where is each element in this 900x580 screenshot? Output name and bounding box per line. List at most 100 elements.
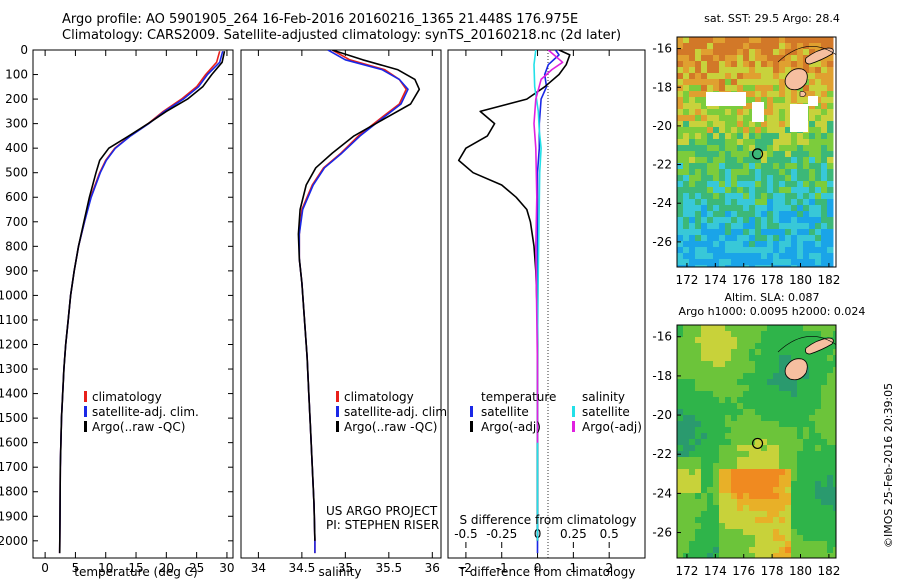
heatmap-cell [815,97,822,104]
heatmap-cell [677,115,684,122]
heatmap-cell [821,115,828,122]
heatmap-cell [809,199,816,206]
heatmap-cell [749,37,756,44]
heatmap-cell [815,469,822,476]
heatmap-cell [731,229,738,236]
heatmap-cell [767,49,774,56]
heatmap-cell [749,187,756,194]
heatmap-cell [821,229,828,236]
heatmap-cell [773,115,780,122]
heatmap-cell [803,97,810,104]
heatmap-cell [833,361,836,368]
heatmap-cell [713,247,720,254]
heatmap-cell [725,133,732,140]
figure-title-line1: Argo profile: AO 5901905_264 16-Feb-2016… [62,12,579,27]
y-tick-label: 1100 [0,313,28,327]
heatmap-cell [815,487,822,494]
heatmap-cell [815,121,822,128]
heatmap-cell [713,415,720,422]
heatmap-cell [725,157,732,164]
heatmap-cell [725,343,732,350]
heatmap-cell [779,235,786,242]
heatmap-cell [755,391,762,398]
heatmap-cell [827,205,834,212]
heatmap-cell [743,409,750,416]
heatmap-cell [815,439,822,446]
heatmap-cell [827,457,834,464]
heatmap-cell [743,325,750,332]
heatmap-cell [779,427,786,434]
heatmap-cell [731,499,738,506]
heatmap-cell [761,229,768,236]
heatmap-cell [713,463,720,470]
heatmap-cell [695,361,702,368]
heatmap-cell [749,181,756,188]
heatmap-cell [779,169,786,176]
heatmap-cell [785,511,792,518]
heatmap-cell [761,85,768,92]
heatmap-cell [731,511,738,518]
heatmap-cell [737,85,744,92]
heatmap-cell [779,469,786,476]
heatmap-cell [785,193,792,200]
heatmap-cell [737,325,744,332]
heatmap-cell [821,151,828,158]
heatmap-cell [719,349,726,356]
heatmap-cell [725,163,732,170]
heatmap-cell [719,37,726,44]
heatmap-cell [731,247,738,254]
heatmap-cell [815,475,822,482]
heatmap-cell [695,205,702,212]
heatmap-cell [713,379,720,386]
heatmap-cell [767,385,774,392]
heatmap-cell [683,37,690,44]
salinity-xlabel: salinity [318,565,361,579]
heatmap-cell [743,457,750,464]
heatmap-cell [821,61,828,68]
heatmap-cell [815,175,822,182]
heatmap-cell [815,331,822,338]
heatmap-cell [809,409,816,416]
heatmap-cell [773,121,780,128]
heatmap-cell [833,511,836,518]
heatmap-cell [701,445,708,452]
heatmap-cell [749,241,756,248]
x-tick-label: 2 [605,561,613,575]
heatmap-cell [719,181,726,188]
heatmap-cell [695,37,702,44]
heatmap-cell [761,385,768,392]
heatmap-cell [749,481,756,488]
heatmap-cell [689,247,696,254]
heatmap-cell [767,85,774,92]
difference-axis-ticks: -2 -1 0 1 2 [460,50,613,575]
heatmap-cell [797,241,804,248]
heatmap-cell [815,133,822,140]
heatmap-cell [767,79,774,86]
heatmap-cell [683,211,690,218]
heatmap-cell [719,247,726,254]
heatmap-cell [791,469,798,476]
x-tick-label: 25 [189,561,204,575]
heatmap-cell [677,517,684,524]
heatmap-cell [719,493,726,500]
heatmap-cell [755,511,762,518]
y-tick-label: 2000 [0,534,28,548]
map-x-tick-label: 174 [704,564,727,578]
heatmap-cell [737,241,744,248]
heatmap-cell [707,151,714,158]
heatmap-cell [713,205,720,212]
heatmap-cell [725,187,732,194]
heatmap-cell [761,217,768,224]
heatmap-cell [803,529,810,536]
heatmap-cell [743,463,750,470]
heatmap-cell [773,409,780,416]
heatmap-cell [737,121,744,128]
heatmap-cell [755,361,762,368]
heatmap-cell [785,115,792,122]
heatmap-cell [719,253,726,260]
heatmap-cell [725,331,732,338]
legend-title-salinity: salinity [582,390,625,404]
heatmap-cell [803,37,810,44]
heatmap-cell [695,91,702,98]
heatmap-cell [803,499,810,506]
